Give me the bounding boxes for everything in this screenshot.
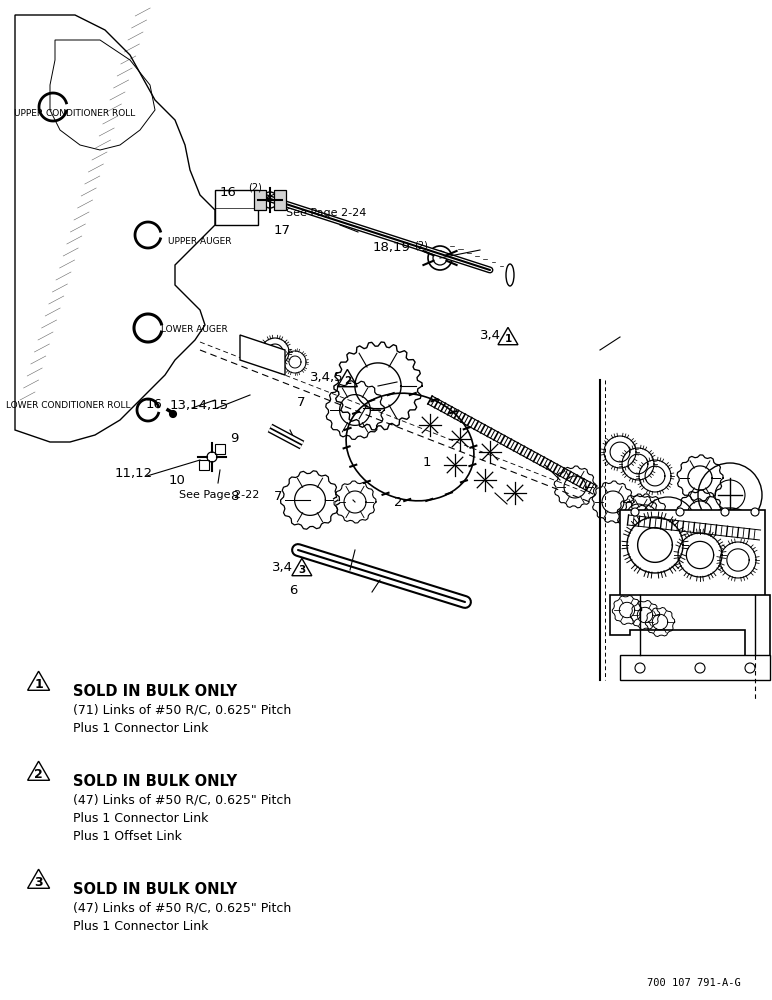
- Polygon shape: [610, 595, 770, 672]
- Text: (47) Links of #50 R/C, 0.625" Pitch: (47) Links of #50 R/C, 0.625" Pitch: [73, 794, 292, 806]
- Text: (71) Links of #50 R/C, 0.625" Pitch: (71) Links of #50 R/C, 0.625" Pitch: [73, 704, 292, 716]
- Text: Plus 1 Connector Link: Plus 1 Connector Link: [73, 812, 208, 824]
- Text: 3,4,5: 3,4,5: [310, 371, 344, 384]
- Text: SOLD IN BULK ONLY: SOLD IN BULK ONLY: [73, 684, 238, 700]
- Text: 700 107 791-A-G: 700 107 791-A-G: [647, 978, 740, 988]
- Text: 8: 8: [230, 490, 239, 504]
- Polygon shape: [620, 655, 770, 680]
- Polygon shape: [240, 335, 285, 375]
- Polygon shape: [15, 15, 215, 442]
- Text: 7: 7: [297, 396, 306, 410]
- Circle shape: [428, 246, 452, 270]
- Text: (2): (2): [414, 240, 428, 250]
- Bar: [215, 444, 225, 454]
- Text: See Page 2-22: See Page 2-22: [179, 490, 259, 500]
- Text: SOLD IN BULK ONLY: SOLD IN BULK ONLY: [73, 882, 238, 898]
- Text: UPPER AUGER: UPPER AUGER: [168, 236, 232, 245]
- Text: 13,14,15: 13,14,15: [170, 398, 229, 412]
- Text: 3,4: 3,4: [480, 328, 501, 342]
- Polygon shape: [215, 190, 258, 225]
- Text: 2: 2: [394, 495, 402, 508]
- Text: Plus 1 Offset Link: Plus 1 Offset Link: [73, 830, 182, 842]
- Text: SOLD IN BULK ONLY: SOLD IN BULK ONLY: [73, 774, 238, 790]
- Polygon shape: [620, 510, 765, 600]
- Text: 16: 16: [220, 186, 237, 198]
- Circle shape: [721, 508, 729, 516]
- Text: 1: 1: [34, 678, 43, 691]
- Text: 10: 10: [168, 474, 185, 487]
- Text: 2: 2: [34, 768, 43, 781]
- Bar: [274, 190, 286, 210]
- Text: 1: 1: [504, 334, 512, 344]
- Bar: [254, 190, 266, 210]
- Circle shape: [293, 545, 303, 555]
- Text: 17: 17: [274, 224, 291, 236]
- Text: LOWER CONDITIONER ROLL: LOWER CONDITIONER ROLL: [6, 400, 130, 410]
- Circle shape: [751, 508, 759, 516]
- Text: 18,19: 18,19: [372, 241, 410, 254]
- Text: UPPER CONDITIONER ROLL: UPPER CONDITIONER ROLL: [14, 108, 135, 117]
- Text: 6: 6: [290, 584, 298, 596]
- Ellipse shape: [506, 264, 514, 286]
- Circle shape: [170, 410, 177, 418]
- Text: 1: 1: [423, 456, 432, 468]
- Text: 3: 3: [298, 565, 306, 575]
- Circle shape: [631, 508, 639, 516]
- Circle shape: [262, 192, 278, 208]
- Text: 3,4: 3,4: [272, 562, 293, 574]
- Text: 9: 9: [230, 432, 239, 446]
- Text: (2): (2): [249, 183, 262, 193]
- Text: LOWER AUGER: LOWER AUGER: [161, 324, 227, 334]
- Bar: [199, 460, 209, 470]
- Text: 16: 16: [145, 398, 162, 412]
- Text: 7: 7: [274, 490, 283, 504]
- Text: 11,12: 11,12: [114, 466, 152, 480]
- Circle shape: [207, 452, 217, 462]
- Text: 2: 2: [344, 376, 351, 386]
- Text: Plus 1 Connector Link: Plus 1 Connector Link: [73, 920, 208, 932]
- Text: See Page 2-24: See Page 2-24: [286, 208, 366, 218]
- Text: (47) Links of #50 R/C, 0.625" Pitch: (47) Links of #50 R/C, 0.625" Pitch: [73, 902, 292, 914]
- Text: Plus 1 Connector Link: Plus 1 Connector Link: [73, 722, 208, 734]
- Circle shape: [676, 508, 684, 516]
- Text: 3: 3: [34, 876, 43, 889]
- Circle shape: [460, 597, 470, 607]
